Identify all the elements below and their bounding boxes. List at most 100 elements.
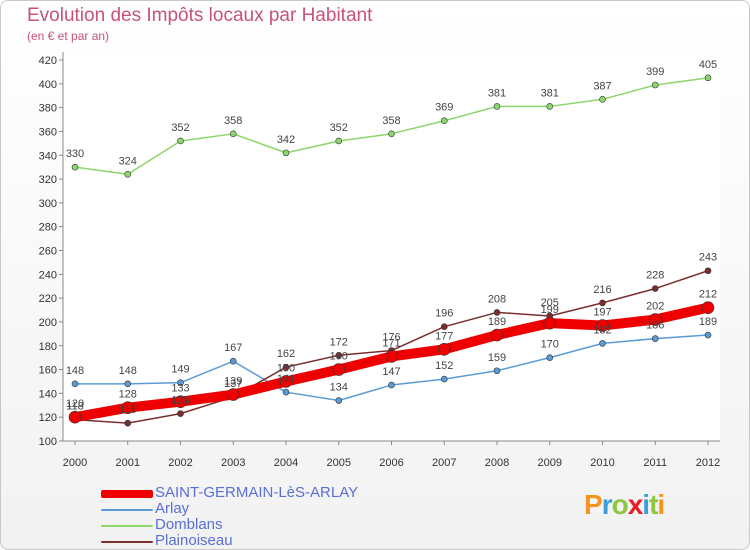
data-point-3 <box>335 351 343 359</box>
data-label-3: 228 <box>646 270 664 282</box>
y-tick-label: 100 <box>39 436 57 448</box>
x-tick-label: 2009 <box>538 457 562 469</box>
data-point-0 <box>648 313 662 326</box>
data-point-2 <box>71 163 79 171</box>
data-point-0 <box>68 410 82 424</box>
data-label-2: 405 <box>699 59 717 71</box>
data-point-1 <box>651 335 659 342</box>
logo-letter: i <box>657 489 665 520</box>
data-label-0: 199 <box>541 304 559 316</box>
data-point-3 <box>124 419 132 427</box>
data-point-3 <box>651 285 659 292</box>
data-point-2 <box>124 171 132 178</box>
logo-letter: o <box>611 489 629 520</box>
data-label-0: 120 <box>66 398 84 410</box>
data-point-3 <box>177 410 184 417</box>
data-point-1 <box>335 397 343 404</box>
data-label-0: 171 <box>382 337 400 349</box>
plot-area <box>63 52 720 441</box>
data-point-1 <box>704 331 712 339</box>
legend-swatch <box>101 509 153 511</box>
data-point-0 <box>279 375 293 388</box>
data-label-0: 189 <box>488 316 506 328</box>
y-tick-label: 200 <box>39 317 57 329</box>
y-tick-label: 260 <box>39 246 57 258</box>
data-point-0 <box>490 328 504 342</box>
data-point-1 <box>177 379 184 386</box>
data-label-1: 148 <box>119 365 137 377</box>
x-tick-label: 2002 <box>168 457 192 469</box>
data-point-1 <box>229 357 237 365</box>
data-label-0: 160 <box>330 351 348 363</box>
data-label-3: 123 <box>171 395 189 407</box>
data-point-1 <box>440 375 448 383</box>
data-label-3: 137 <box>224 378 242 390</box>
legend-swatch <box>101 541 153 543</box>
data-point-0 <box>121 401 135 414</box>
data-point-2 <box>282 149 290 157</box>
chart-subtitle: (en € et par an) <box>27 29 110 43</box>
data-label-1: 152 <box>435 360 453 372</box>
data-label-2: 342 <box>277 134 295 146</box>
data-point-1 <box>124 380 132 388</box>
data-label-0: 202 <box>646 301 664 313</box>
data-point-1 <box>493 367 501 375</box>
data-label-2: 324 <box>119 155 137 167</box>
data-point-0 <box>596 319 609 332</box>
data-label-3: 196 <box>435 308 453 320</box>
x-tick-label: 2007 <box>432 457 456 469</box>
data-label-1: 141 <box>277 373 295 385</box>
data-label-3: 216 <box>593 284 611 296</box>
data-point-2 <box>651 81 659 89</box>
data-point-2 <box>546 103 554 110</box>
data-label-1: 134 <box>330 382 348 394</box>
x-tick-label: 2005 <box>327 457 351 469</box>
logo-letter: P <box>584 489 603 520</box>
y-tick-label: 280 <box>39 222 57 234</box>
data-point-3 <box>493 309 501 316</box>
data-label-0: 212 <box>699 289 717 301</box>
y-tick-label: 240 <box>39 269 57 281</box>
data-point-3 <box>440 323 448 331</box>
x-tick-label: 2011 <box>643 457 667 469</box>
x-tick-label: 2008 <box>485 457 509 469</box>
data-point-0 <box>543 316 557 330</box>
x-tick-label: 2003 <box>221 457 245 469</box>
data-point-2 <box>704 74 712 82</box>
data-label-2: 381 <box>541 87 559 99</box>
data-label-3: 162 <box>277 348 295 360</box>
data-point-3 <box>282 363 290 371</box>
data-point-2 <box>388 130 395 138</box>
data-point-3 <box>704 267 712 275</box>
logo-letter: t <box>649 489 658 520</box>
y-tick-label: 380 <box>39 103 57 115</box>
data-label-0: 197 <box>593 307 611 319</box>
data-label-2: 399 <box>646 66 664 78</box>
data-point-1 <box>599 340 606 347</box>
data-label-0: 139 <box>224 376 242 388</box>
data-label-0: 150 <box>277 362 295 374</box>
y-tick-label: 420 <box>39 55 57 67</box>
y-tick-label: 340 <box>39 150 57 162</box>
data-label-2: 369 <box>435 102 453 114</box>
x-tick-label: 2004 <box>274 457 298 469</box>
data-label-1: 148 <box>66 365 84 377</box>
data-label-1: 159 <box>488 352 506 364</box>
data-point-0 <box>437 343 451 356</box>
x-tick-label: 2006 <box>379 457 403 469</box>
data-point-2 <box>335 137 343 145</box>
data-point-0 <box>385 350 398 363</box>
legend-label: Plainoiseau <box>155 532 233 549</box>
data-label-0: 177 <box>435 330 453 342</box>
y-tick-label: 140 <box>39 388 57 400</box>
data-point-2 <box>440 117 448 125</box>
data-point-2 <box>599 95 606 103</box>
data-label-2: 381 <box>488 87 506 99</box>
x-tick-label: 2012 <box>696 457 720 469</box>
y-tick-label: 120 <box>39 412 57 424</box>
data-label-1: 149 <box>171 364 189 376</box>
y-tick-label: 400 <box>39 79 57 91</box>
x-tick-label: 2001 <box>116 457 140 469</box>
